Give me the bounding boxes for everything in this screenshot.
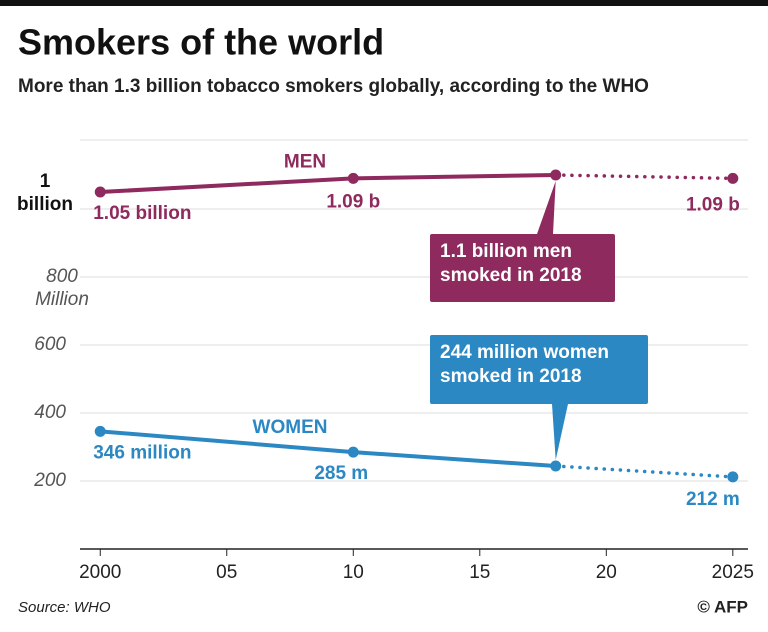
- projection-line: [553, 464, 735, 479]
- data-point: [727, 172, 739, 184]
- source: Source: WHO: [18, 599, 111, 616]
- data-label: 346 million: [93, 442, 191, 463]
- data-label: 285 m: [314, 463, 368, 484]
- data-point: [347, 446, 359, 458]
- top-bar: [0, 0, 768, 6]
- y-tick-label-line: 1: [40, 171, 51, 192]
- y-tick-label-line: billion: [17, 194, 73, 215]
- y-tick-label: 1 billion: [17, 171, 73, 215]
- annotation-box: [430, 335, 648, 404]
- x-tick-label: 2000: [79, 562, 121, 583]
- credit: © AFP: [697, 597, 748, 616]
- y-tick-label: 400: [34, 402, 66, 423]
- data-point: [550, 460, 562, 472]
- data-label: 1.09 b: [326, 191, 380, 212]
- data-label: 1.09 b: [686, 194, 740, 215]
- data-point: [347, 172, 359, 184]
- y-tick-label: 600: [34, 334, 66, 355]
- series-line: [100, 173, 556, 194]
- annotation-text: smoked in 2018: [440, 265, 582, 286]
- x-tick-label: 10: [343, 562, 364, 583]
- annotation-box: [430, 234, 615, 302]
- annotation-pointer: [552, 404, 568, 461]
- y-tick-label: 800 Million: [35, 266, 89, 310]
- data-point: [94, 186, 106, 198]
- x-tick-label: 05: [216, 562, 237, 583]
- annotation-text: smoked in 2018: [440, 366, 582, 387]
- x-tick-label: 2025: [712, 562, 754, 583]
- data-point: [94, 425, 106, 437]
- y-tick-label: 200: [33, 470, 66, 491]
- data-label: 1.05 billion: [93, 203, 191, 224]
- chart-title: Smokers of the world: [18, 22, 384, 63]
- x-tick-label: 20: [596, 562, 617, 583]
- data-label: 212 m: [686, 489, 740, 510]
- y-tick-label-line: Million: [35, 289, 89, 310]
- chart-subtitle: More than 1.3 billion tobacco smokers gl…: [18, 76, 649, 97]
- series-name: MEN: [284, 151, 326, 172]
- annotation-text: 244 million women: [440, 342, 609, 363]
- series-name: WOMEN: [253, 417, 328, 438]
- annotation-text: 1.1 billion men: [440, 241, 572, 262]
- data-point: [550, 169, 562, 181]
- annotation-pointer: [537, 181, 556, 234]
- y-tick-label-line: 800: [46, 266, 78, 287]
- projection-line: [553, 173, 735, 181]
- x-tick-label: 15: [469, 562, 490, 583]
- data-point: [727, 471, 739, 483]
